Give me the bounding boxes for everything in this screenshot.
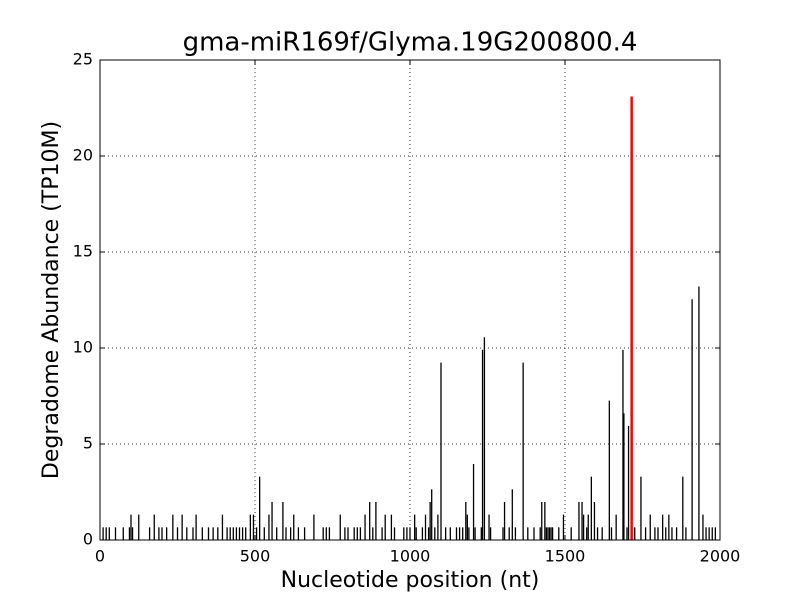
x-tick-label: 500 xyxy=(240,547,271,566)
x-tick-label: 1000 xyxy=(390,547,431,566)
plot-frame xyxy=(99,59,721,541)
x-tick-label: 1500 xyxy=(545,547,586,566)
x-tick-label: 2000 xyxy=(700,547,741,566)
y-tick-label: 5 xyxy=(83,434,93,453)
x-axis-label: Nucleotide position (nt) xyxy=(281,568,540,593)
y-tick-label: 15 xyxy=(73,242,93,261)
y-tick-label: 0 xyxy=(83,530,93,549)
chart-title: gma-miR169f/Glyma.19G200800.4 xyxy=(183,28,638,58)
y-axis-label: Degradome Abundance (TP10M) xyxy=(39,121,64,479)
y-tick-label: 25 xyxy=(73,50,93,69)
y-tick-label: 10 xyxy=(73,338,93,357)
x-tick-label: 0 xyxy=(95,547,105,566)
y-tick-label: 20 xyxy=(73,146,93,165)
